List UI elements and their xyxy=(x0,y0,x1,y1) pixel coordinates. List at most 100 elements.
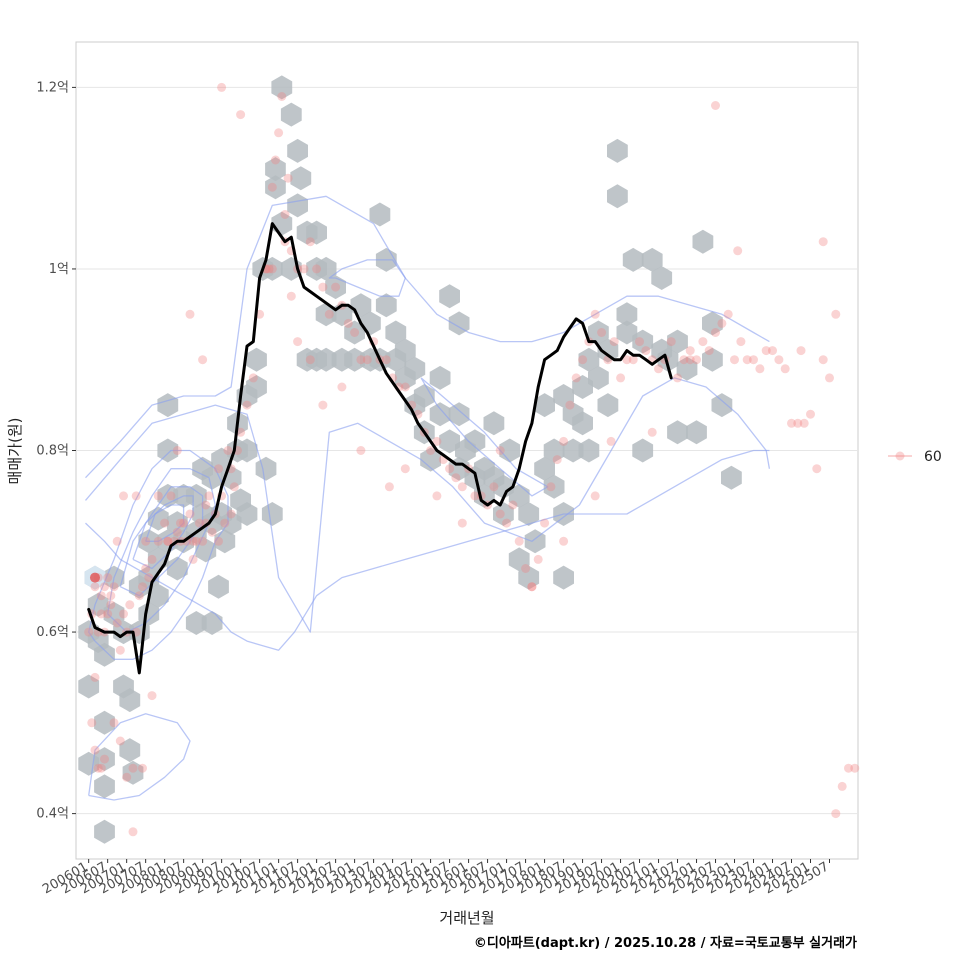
data-point xyxy=(502,518,512,528)
data-point xyxy=(799,418,809,428)
x-axis-ticks: 2006012006072007012007072008012008072009… xyxy=(40,859,832,897)
data-point xyxy=(533,554,543,564)
hexbin-cell xyxy=(429,365,451,390)
density-contour xyxy=(107,468,216,633)
data-point xyxy=(356,446,366,455)
data-point xyxy=(119,491,128,501)
data-point xyxy=(229,482,239,492)
data-point xyxy=(103,573,113,583)
data-point xyxy=(451,473,461,483)
data-point xyxy=(87,718,97,728)
data-point xyxy=(128,763,138,773)
hexbin-cell xyxy=(607,184,628,209)
data-point xyxy=(128,827,138,837)
data-point xyxy=(115,736,125,746)
data-point xyxy=(277,92,287,101)
data-point xyxy=(733,246,743,256)
data-point xyxy=(559,436,569,446)
data-point xyxy=(445,464,455,474)
hexbin-cell xyxy=(553,565,574,590)
hexbin-cell xyxy=(236,438,258,463)
data-point xyxy=(185,509,195,519)
hexbin-cell xyxy=(157,438,179,463)
hexbin-cell xyxy=(448,402,470,427)
data-point xyxy=(226,509,236,519)
hexbin-cell xyxy=(543,438,565,463)
data-point xyxy=(153,536,163,546)
data-point xyxy=(153,491,163,501)
data-point xyxy=(723,309,733,319)
hexbin-cell xyxy=(534,456,555,481)
data-point xyxy=(578,355,588,365)
hexbin-cell xyxy=(597,338,619,363)
hexbin-cell xyxy=(265,157,286,182)
data-point xyxy=(793,418,803,428)
data-point xyxy=(122,772,132,782)
data-point xyxy=(641,346,651,356)
data-point xyxy=(96,763,106,773)
data-point xyxy=(432,436,442,446)
hexbin-cell xyxy=(483,411,505,436)
data-point xyxy=(318,400,328,410)
data-point xyxy=(214,536,223,546)
data-point xyxy=(198,355,208,365)
data-point xyxy=(768,346,777,356)
density-contour xyxy=(88,449,229,660)
data-point xyxy=(248,373,258,383)
source-caption: ©디아파트(dapt.kr) / 2025.10.28 / 자료=국토교통부 실… xyxy=(474,935,857,951)
data-point xyxy=(730,355,739,365)
hexbin-cell xyxy=(166,511,188,536)
density-contour xyxy=(85,195,770,479)
y-tick-label: 0.4억 xyxy=(36,807,69,822)
hexbin-cell xyxy=(119,738,141,763)
data-point xyxy=(806,409,815,419)
hexbin-cell xyxy=(147,583,169,608)
data-point xyxy=(89,572,100,583)
point-layer xyxy=(84,82,860,837)
hexbin-cell xyxy=(94,642,115,667)
data-point xyxy=(147,554,157,564)
data-point xyxy=(457,518,467,528)
data-point xyxy=(711,328,720,337)
density-contour xyxy=(85,449,770,651)
hexbin-cell xyxy=(287,138,308,163)
data-point xyxy=(195,518,204,528)
hexbin-cell xyxy=(553,384,574,408)
data-point xyxy=(546,482,556,492)
trend-line-layer xyxy=(87,222,673,675)
hexbin-cell xyxy=(493,502,514,526)
hexbin-cell xyxy=(246,347,267,372)
data-point xyxy=(271,155,280,165)
data-point xyxy=(125,600,135,610)
hexbin-cell xyxy=(369,202,391,227)
hexbin-cell xyxy=(702,347,723,372)
data-point xyxy=(96,609,106,619)
data-point xyxy=(818,237,828,247)
data-point xyxy=(236,427,246,437)
data-point xyxy=(673,373,682,383)
data-point xyxy=(635,337,644,347)
hexbin-cell xyxy=(78,674,100,699)
data-point xyxy=(590,491,600,501)
data-point xyxy=(692,355,701,365)
data-point xyxy=(172,527,182,537)
data-point xyxy=(831,809,841,819)
y-tick-label: 0.6억 xyxy=(36,625,69,640)
data-point xyxy=(622,355,632,365)
data-point xyxy=(147,691,157,701)
data-point xyxy=(850,763,860,773)
data-point xyxy=(163,536,173,546)
data-point xyxy=(796,346,806,356)
data-point xyxy=(470,491,480,501)
data-point xyxy=(274,128,284,138)
data-point xyxy=(220,518,230,528)
hexbin-cell xyxy=(195,538,217,563)
data-point xyxy=(825,373,834,383)
hexbin-cell xyxy=(578,347,600,372)
data-point xyxy=(100,582,109,592)
hexbin-cell xyxy=(543,474,565,499)
density-contour xyxy=(145,504,185,542)
data-point xyxy=(704,346,714,356)
data-point xyxy=(495,509,505,519)
hexbin-cell xyxy=(394,338,416,363)
